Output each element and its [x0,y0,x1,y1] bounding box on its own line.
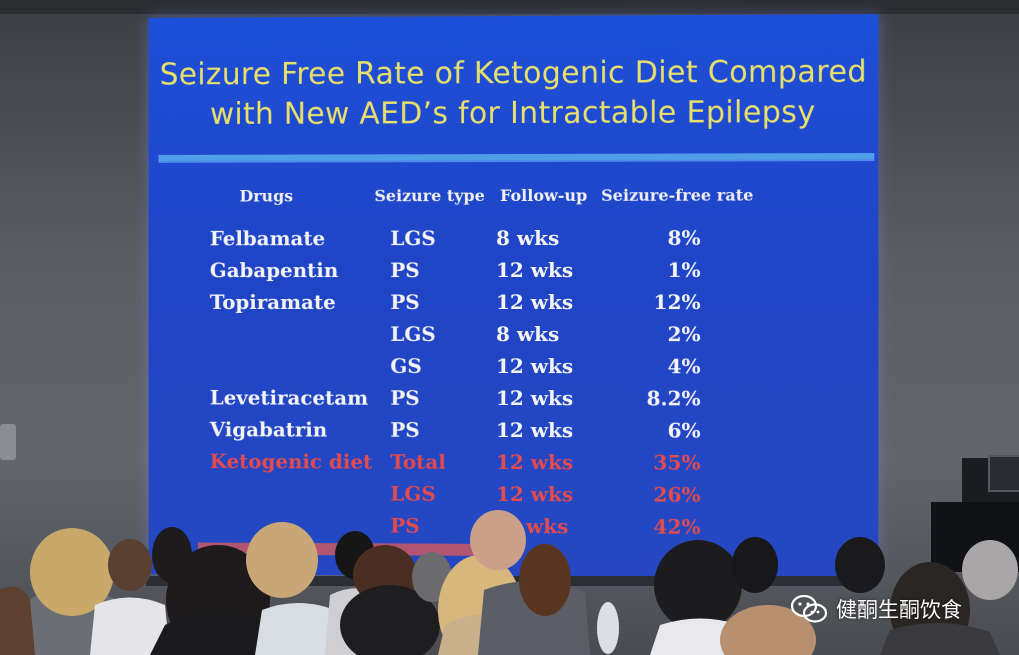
camera [0,424,16,460]
slide-title-line-1: Seizure Free Rate of Ketogenic Diet Comp… [149,52,879,95]
slide-title: Seizure Free Rate of Ketogenic Diet Comp… [149,52,879,135]
follow-up-cell: 12 wks [496,418,573,442]
seizure-type-cell: LGS [390,482,435,506]
seizure-type-cell: PS [390,386,419,410]
seizure-type-cell: LGS [390,226,435,250]
table-row: GS 12 wks 4% [149,354,879,387]
rate-cell: 4% [620,354,700,378]
rate-cell: 8% [620,226,700,250]
slide-title-line-2: with New AED’s for Intractable Epilepsy [149,93,879,135]
follow-up-cell: 12 wks [496,450,573,474]
table-row: Vigabatrin PS 12 wks 6% [149,417,879,451]
header-drugs: Drugs [239,186,293,205]
seizure-type-cell: Total [390,450,446,474]
header-seizure-free-rate: Seizure-free rate [601,186,753,205]
seizure-type-cell: PS [390,258,419,282]
drug-cell: Ketogenic diet [210,449,372,473]
seizure-free-table: Drugs Seizure type Follow-up Seizure-fre… [149,185,879,187]
ceiling [0,0,1019,14]
rate-cell: 6% [620,418,700,442]
seizure-type-cell: PS [390,290,419,314]
table-row: Levetiracetam PS 12 wks 8.2% [149,385,879,418]
follow-up-cell: 12 wks [496,290,573,314]
follow-up-cell: 12 wks [496,258,573,282]
follow-up-cell: wks [526,514,568,538]
drug-cell: Topiramate [210,290,336,314]
table-row: LGS 8 wks 2% [149,322,879,355]
wechat-icon [790,594,828,624]
header-seizure-type: Seizure type [374,186,484,205]
follow-up-cell: 12 wks [496,482,573,506]
drug-cell: Felbamate [210,226,325,250]
header-follow-up: Follow-up [500,186,587,205]
slide-bottom-band [198,543,506,556]
drug-cell: Levetiracetam [210,385,368,409]
seizure-type-cell: GS [390,354,421,378]
rate-cell: 42% [620,514,700,538]
rate-cell: 1% [620,258,700,282]
rate-cell: 12% [620,290,700,314]
rate-cell: 8.2% [620,386,700,410]
seizure-type-cell: PS [390,418,419,442]
table-row-highlight: LGS 12 wks 26% [149,481,879,516]
table-row: Gabapentin PS 12 wks 1% [149,258,879,290]
rate-cell: 26% [620,482,700,506]
watermark-text: 健酮生酮饮食 [836,594,962,624]
follow-up-cell: 12 wks [496,354,573,378]
podium [931,502,1019,572]
table-row: Topiramate PS 12 wks 12% [149,290,879,322]
projection-screen: Seizure Free Rate of Ketogenic Diet Comp… [149,14,879,578]
screen-frame-bottom [146,576,876,586]
podium-monitor [988,455,1019,492]
rate-cell: 35% [620,450,700,474]
seizure-type-cell: PS [390,514,419,538]
follow-up-cell: 8 wks [496,226,559,250]
rate-cell: 2% [620,322,700,346]
follow-up-cell: 12 wks [496,386,573,410]
table-row-highlight: Ketogenic diet Total 12 wks 35% [149,449,879,483]
seizure-type-cell: LGS [390,322,435,346]
drug-cell: Gabapentin [210,258,338,282]
title-divider-highlight [158,159,874,163]
follow-up-cell: 8 wks [496,322,559,346]
table-row: Felbamate LGS 8 wks 8% [149,226,879,259]
drug-cell: Vigabatrin [210,417,327,441]
watermark: 健酮生酮饮食 [790,592,962,626]
